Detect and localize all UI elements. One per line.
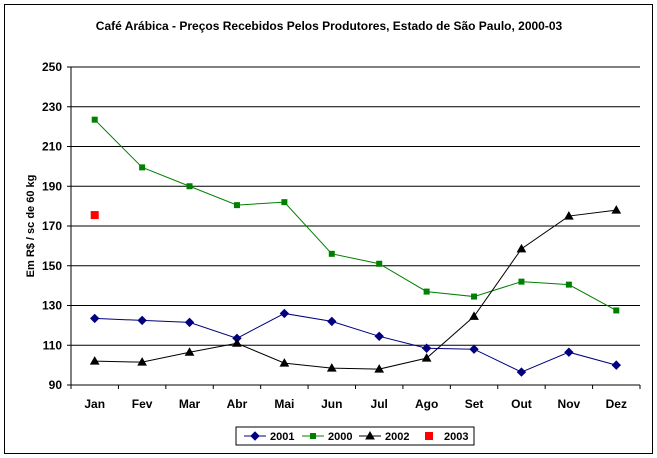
series-2003 [90, 211, 99, 220]
series-2000 [91, 116, 620, 314]
data-point-2001 [327, 316, 337, 327]
data-point-2002 [469, 311, 479, 320]
data-point-2000 [471, 293, 478, 300]
data-point-2002 [326, 363, 337, 372]
legend-marker [250, 431, 260, 441]
data-point-2000 [281, 199, 288, 206]
legend-item-2000: 2000 [302, 431, 352, 443]
series-2002 [89, 205, 622, 373]
axes [67, 66, 641, 389]
data-point-2002 [421, 353, 432, 362]
data-point-2000 [91, 116, 98, 123]
legend: 2001 2000 2002 2003 [235, 426, 475, 446]
x-tick-label: Mai [274, 397, 294, 411]
y-tick-label: 250 [42, 60, 62, 74]
x-tick-label: Abr [227, 397, 248, 411]
data-point-2002 [564, 211, 574, 220]
legend-marker [310, 433, 316, 439]
x-tick-label: Ago [415, 397, 438, 411]
data-point-2003 [90, 211, 99, 220]
x-tick-label: Jul [371, 397, 388, 411]
y-tick-label: 90 [49, 378, 63, 392]
x-tick-label: Jun [321, 397, 342, 411]
data-point-2001 [469, 344, 479, 354]
series-line-2001 [94, 312, 617, 373]
legend-marker [365, 430, 375, 440]
data-point-2000 [139, 164, 146, 171]
series-line-2002 [94, 209, 617, 370]
x-tick-label: Fev [132, 397, 153, 411]
data-point-2000 [613, 307, 620, 314]
chart-title: Café Arábica - Preços Recebidos Pelos Pr… [96, 19, 563, 33]
y-tick-label: 130 [42, 299, 62, 313]
data-point-2002 [89, 356, 100, 365]
legend-marker [425, 432, 433, 440]
data-point-2000 [186, 183, 193, 190]
data-point-2001 [564, 347, 574, 357]
data-point-2000 [565, 281, 572, 288]
series-2001 [90, 308, 621, 377]
legend-label: 2001 [270, 431, 294, 443]
data-point-2002 [232, 338, 242, 347]
data-point-2001 [184, 317, 195, 328]
y-tick-label: 150 [42, 259, 62, 273]
data-point-2002 [374, 364, 385, 373]
chart-frame [4, 4, 653, 454]
y-tick-label: 170 [42, 219, 62, 233]
series-line-2000 [94, 119, 617, 311]
legend-label: 2000 [328, 431, 352, 443]
data-point-2000 [376, 260, 383, 267]
data-point-2000 [518, 278, 525, 285]
legend-item-2003: 2003 [425, 431, 468, 443]
x-tick-label: Dez [606, 397, 627, 411]
data-point-2001 [374, 331, 384, 342]
data-point-2002 [279, 358, 290, 367]
data-point-2001 [137, 315, 147, 326]
data-point-2001 [90, 313, 100, 324]
data-point-2001 [421, 343, 432, 353]
data-point-2001 [516, 367, 527, 377]
y-tick-label: 210 [42, 140, 62, 154]
x-tick-label: Out [511, 397, 532, 411]
gridlines [71, 66, 640, 346]
data-point-2000 [328, 250, 335, 257]
legend-item-2001: 2001 [244, 431, 294, 443]
legend-item-2002: 2002 [359, 430, 409, 443]
y-tick-label: 230 [42, 100, 62, 114]
legend-label: 2003 [444, 431, 468, 443]
y-tick-label: 110 [43, 338, 63, 352]
data-point-2002 [611, 205, 622, 214]
data-point-2002 [184, 347, 195, 356]
x-tick-labels: Jan Fev Mar Abr Mai Jun Jul Ago Set Out Nov Dez [84, 397, 627, 411]
data-point-2002 [137, 357, 147, 366]
y-axis-label: Em R$ / sc de 60 kg [25, 175, 37, 278]
data-point-2001 [611, 360, 621, 370]
legend-label: 2002 [385, 431, 409, 443]
data-point-2001 [279, 308, 290, 319]
x-tick-label: Jan [84, 397, 105, 411]
x-tick-label: Nov [558, 397, 581, 411]
x-tick-label: Mar [179, 397, 201, 411]
data-point-2000 [423, 288, 430, 295]
y-tick-labels: 250 230 210 190 170 150 130 110 90 [42, 60, 62, 392]
y-tick-label: 190 [42, 179, 62, 193]
data-point-2002 [516, 243, 527, 253]
series-group [89, 116, 622, 377]
x-tick-label: Set [465, 397, 484, 411]
legend-box [235, 426, 475, 446]
data-point-2000 [233, 202, 240, 209]
